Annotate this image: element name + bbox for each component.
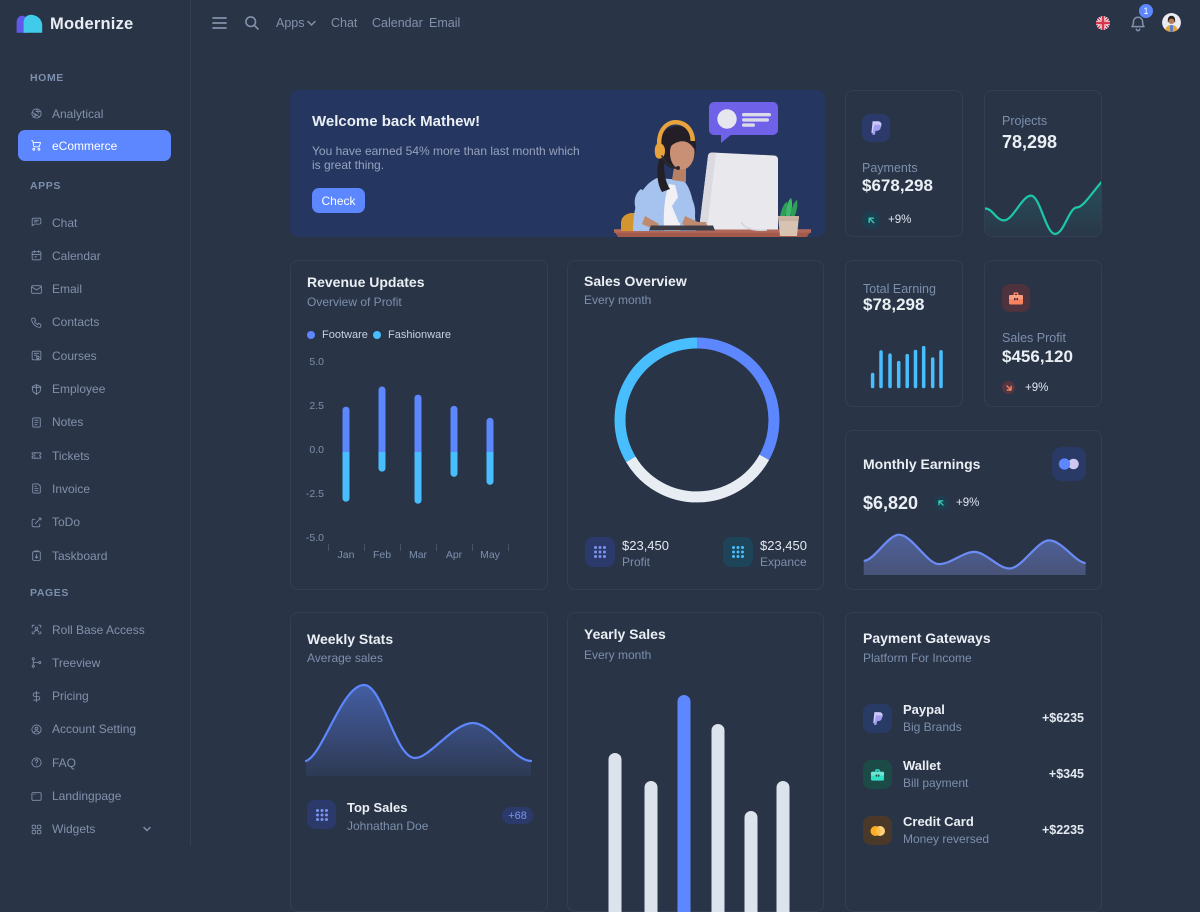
svg-text:Jan: Jan xyxy=(338,549,355,561)
svg-text:-5.0: -5.0 xyxy=(306,532,324,544)
svg-text:May: May xyxy=(480,549,501,561)
svg-text:5.0: 5.0 xyxy=(309,356,324,368)
svg-text:0.0: 0.0 xyxy=(309,444,324,456)
svg-text:2.5: 2.5 xyxy=(309,400,324,412)
svg-text:Apr: Apr xyxy=(446,549,463,561)
svg-text:-2.5: -2.5 xyxy=(306,488,324,500)
svg-text:Feb: Feb xyxy=(373,549,391,561)
svg-text:Mar: Mar xyxy=(409,549,428,561)
